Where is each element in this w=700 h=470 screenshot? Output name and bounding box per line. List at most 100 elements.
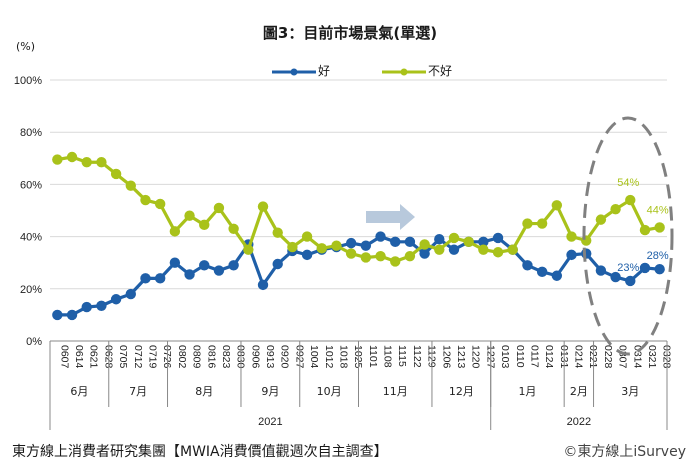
brand-credit: ©東方線上iSurvey xyxy=(563,444,686,460)
x-tick-label: 0607 xyxy=(58,345,70,369)
month-label: 7月 xyxy=(129,385,147,398)
data-point-good xyxy=(492,232,504,244)
data-point-bad xyxy=(492,247,504,258)
chart-title: 圖3：目前市場景氣(單選) xyxy=(262,24,438,42)
x-tick-label: 0214 xyxy=(573,345,585,369)
data-point-good xyxy=(140,273,151,284)
year-label: 2022 xyxy=(567,416,591,428)
data-point-good xyxy=(566,249,577,261)
data-point-good xyxy=(272,258,283,270)
legend-marker-good xyxy=(272,68,316,75)
data-point-good xyxy=(536,266,548,278)
x-tick-label: 0621 xyxy=(88,345,100,369)
data-label: 28% xyxy=(647,250,669,262)
month-label: 9月 xyxy=(261,385,279,398)
data-point-bad xyxy=(654,222,665,233)
data-point-bad xyxy=(316,243,327,254)
data-point-bad xyxy=(140,194,151,206)
data-label: 23% xyxy=(617,262,639,274)
data-point-bad xyxy=(345,248,357,259)
data-point-good xyxy=(610,271,621,283)
data-point-bad xyxy=(66,151,78,163)
x-tick-label: 1004 xyxy=(308,345,320,369)
month-label: 3月 xyxy=(621,385,639,398)
data-point-good xyxy=(96,300,107,311)
x-tick-label: 0823 xyxy=(220,345,232,369)
data-point-good xyxy=(360,240,372,251)
y-tick-label: 0% xyxy=(26,336,42,348)
x-tick-label: 1213 xyxy=(455,345,467,369)
data-point-bad xyxy=(81,157,92,168)
x-tick-label: 0719 xyxy=(146,345,158,369)
data-point-good xyxy=(154,273,166,284)
data-point-good xyxy=(228,260,239,271)
x-tick-label: 0117 xyxy=(528,345,540,368)
y-tick-label: 80% xyxy=(20,127,42,139)
data-point-bad xyxy=(522,218,533,229)
data-point-bad xyxy=(551,200,563,211)
data-point-good xyxy=(448,244,460,255)
x-tick-label: 0705 xyxy=(117,345,129,369)
data-point-good xyxy=(390,236,401,248)
month-label: 12月 xyxy=(449,385,474,398)
data-point-bad xyxy=(154,198,166,210)
data-point-good xyxy=(66,309,78,321)
y-tick-label: 40% xyxy=(20,232,42,244)
data-point-good xyxy=(301,249,313,261)
data-point-bad xyxy=(507,244,518,255)
data-point-good xyxy=(654,264,665,275)
data-point-bad xyxy=(375,250,386,262)
data-point-bad xyxy=(228,223,239,234)
x-tick-label: 0307 xyxy=(617,345,629,369)
data-point-bad xyxy=(610,203,621,215)
month-label: 6月 xyxy=(70,385,88,398)
data-point-good xyxy=(213,265,225,276)
trend-arrow-body xyxy=(366,211,401,223)
x-tick-label: 1115 xyxy=(396,345,408,367)
month-label: 10月 xyxy=(317,385,342,398)
data-point-bad xyxy=(463,236,474,248)
x-tick-label: 0614 xyxy=(73,345,85,369)
data-point-good xyxy=(184,269,195,280)
data-point-good xyxy=(522,260,533,271)
data-point-bad xyxy=(272,227,283,238)
year-label: 2021 xyxy=(258,416,282,428)
data-point-good xyxy=(257,279,269,291)
data-point-bad xyxy=(184,210,195,221)
x-tick-label: 0906 xyxy=(249,345,261,369)
month-label: 8月 xyxy=(195,385,213,398)
x-tick-label: 1018 xyxy=(337,345,349,369)
month-label: 1月 xyxy=(518,385,536,398)
data-point-good xyxy=(375,231,386,242)
x-tick-label: 0920 xyxy=(279,345,291,369)
data-point-bad xyxy=(360,252,372,263)
x-tick-label: 0321 xyxy=(646,345,658,369)
data-point-bad xyxy=(287,241,298,253)
data-point-good xyxy=(478,236,489,248)
data-point-bad xyxy=(419,239,430,250)
data-point-bad xyxy=(52,154,63,165)
x-tick-label: 0110 xyxy=(514,345,526,368)
x-tick-label: 1108 xyxy=(382,345,394,368)
data-point-good xyxy=(52,309,63,321)
data-point-bad xyxy=(243,244,254,255)
data-point-good xyxy=(199,260,210,271)
data-label: 44% xyxy=(647,204,669,216)
data-point-good xyxy=(551,270,563,281)
data-point-good xyxy=(345,237,357,249)
data-point-bad xyxy=(434,244,445,255)
data-point-bad xyxy=(257,201,269,212)
x-tick-label: 0103 xyxy=(499,345,511,369)
data-point-bad xyxy=(110,168,122,180)
data-point-good xyxy=(595,265,607,276)
trend-arrow-head xyxy=(400,204,415,230)
x-tick-label: 0802 xyxy=(176,345,188,369)
data-point-bad xyxy=(301,231,313,242)
y-tick-label: 20% xyxy=(20,284,42,296)
x-tick-label: 1220 xyxy=(470,345,482,369)
legend-item-good: 好 xyxy=(270,62,330,79)
highlight-ellipse xyxy=(582,116,674,356)
data-point-bad xyxy=(639,224,651,236)
data-point-bad xyxy=(404,250,416,262)
x-tick-label: 0809 xyxy=(191,345,203,369)
